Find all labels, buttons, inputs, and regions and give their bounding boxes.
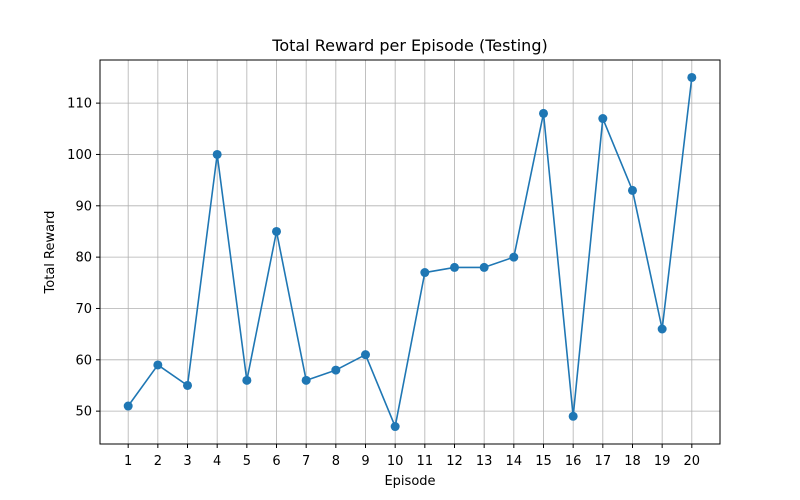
data-point (568, 411, 578, 421)
x-tick-label: 5 (243, 454, 251, 469)
x-tick-label: 15 (535, 454, 552, 469)
data-point (301, 375, 311, 385)
grid-lines (100, 60, 720, 444)
data-series (123, 72, 697, 432)
data-point (687, 72, 697, 82)
data-point (449, 262, 459, 272)
series-line (127, 77, 693, 428)
data-point (331, 365, 341, 375)
x-tick-label: 10 (387, 454, 404, 469)
data-point (153, 360, 163, 370)
x-tick-label: 12 (446, 454, 463, 469)
data-point (657, 324, 667, 334)
data-point (212, 149, 222, 159)
data-point (509, 252, 519, 262)
x-tick-label: 13 (476, 454, 493, 469)
y-tick-label: 110 (67, 97, 92, 112)
data-point (420, 268, 430, 278)
x-tick-label: 18 (624, 454, 641, 469)
y-tick-label: 60 (75, 353, 92, 368)
x-tick-label: 1 (124, 454, 132, 469)
data-point (272, 226, 282, 236)
x-tick-label: 14 (506, 454, 523, 469)
x-tick-label: 9 (361, 454, 369, 469)
x-tick-label: 8 (332, 454, 340, 469)
x-tick-label: 2 (154, 454, 162, 469)
plot-area-frame (99, 59, 721, 445)
data-point (361, 350, 371, 360)
x-tick-label: 20 (684, 454, 701, 469)
y-tick-label: 50 (75, 405, 92, 420)
data-point (242, 375, 252, 385)
y-axis-label: Total Reward (43, 211, 58, 295)
axis-ticks: 1 2 3 4 5 6 7 8 9 10 11 12 13 14 15 16 17 18 19 20506070809… (67, 97, 700, 469)
data-point (538, 108, 548, 118)
data-point (598, 114, 608, 124)
x-tick-label: 16 (565, 454, 582, 469)
x-axis-label: Episode (384, 474, 435, 489)
x-tick-label: 17 (595, 454, 612, 469)
data-point (123, 401, 133, 411)
x-tick-label: 7 (302, 454, 310, 469)
y-tick-label: 80 (75, 251, 92, 266)
chart-title: Total Reward per Episode (Testing) (271, 36, 547, 55)
x-tick-label: 19 (654, 454, 671, 469)
data-point (627, 185, 637, 195)
y-tick-label: 90 (75, 199, 92, 214)
data-point (183, 380, 193, 390)
x-tick-label: 11 (417, 454, 434, 469)
x-tick-label: 4 (213, 454, 221, 469)
y-tick-label: 70 (75, 302, 92, 317)
x-tick-label: 6 (272, 454, 280, 469)
x-tick-label: 3 (183, 454, 191, 469)
y-tick-label: 100 (67, 148, 92, 163)
data-point (390, 422, 400, 432)
data-point (479, 262, 489, 272)
